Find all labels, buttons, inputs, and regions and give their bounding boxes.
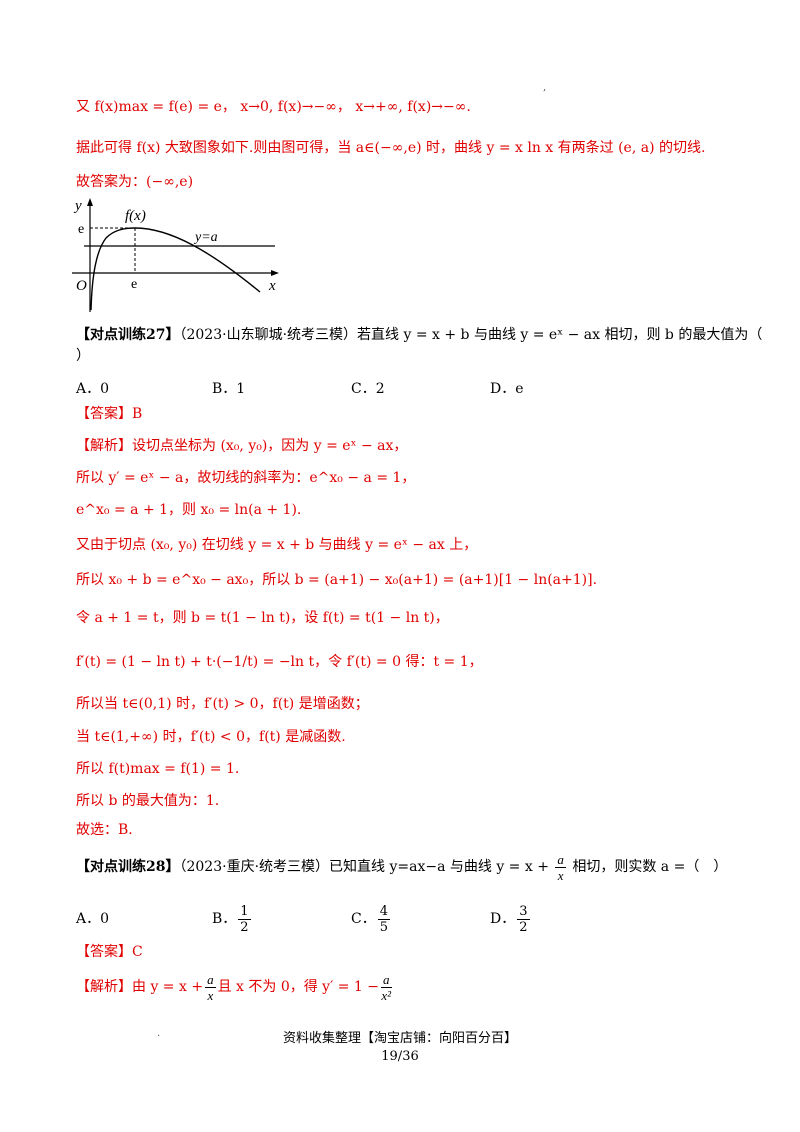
q27-step-4: 又由于切点 (x₀, y₀) 在切线 y = x + b 与曲线 y = eˣ … xyxy=(76,537,478,553)
q28-answer: 【答案】C xyxy=(76,944,143,960)
curve-label: f(x) xyxy=(125,208,146,224)
q28-tag: 【对点训练28】 xyxy=(76,859,180,875)
function-graph: y x O e e f(x) y=a xyxy=(72,198,279,312)
origin-label: O xyxy=(76,278,87,294)
q28-question-a: 已知直线 y=ax−a 与曲线 y = x + xyxy=(329,859,549,875)
x-axis-arrow xyxy=(271,270,279,276)
q27-step-8: 所以当 t∈(0,1) 时，f′(t) > 0，f(t) 是增函数； xyxy=(76,696,369,712)
f-curve xyxy=(90,227,261,311)
q27-step-1: 【解析】设切点坐标为 (x₀, y₀)，因为 y = eˣ − ax， xyxy=(76,438,408,454)
q27-step-2: 所以 y′ = eˣ − a，故切线的斜率为：e^x₀ − a = 1， xyxy=(76,470,416,486)
graph-conclusion-line: 据此可得 f(x) 大致图象如下.则由图可得，当 a∈(−∞,e) 时，曲线 y… xyxy=(76,140,706,156)
q28-option-b: B． 1 2 xyxy=(212,903,251,935)
q27-option-c: C．2 xyxy=(351,381,385,397)
q27-answer: 【答案】B xyxy=(76,406,143,422)
q27-step-12: 故选：B. xyxy=(76,822,133,838)
q27-stem: 【对点训练27】（2023·山东聊城·统考三模）若直线 y = x + b 与曲… xyxy=(76,325,762,345)
footer-dot-mark: . xyxy=(157,1028,161,1039)
max-value-line: 又 f(x)max = f(e) = e， x→0, f(x)→−∞， x→+∞… xyxy=(76,99,471,115)
q27-step-6: 令 a + 1 = t，则 b = t(1 − ln t)，设 f(t) = t… xyxy=(76,610,449,626)
e-y-label: e xyxy=(78,222,84,237)
corner-mark: , xyxy=(543,82,547,93)
q28-source: （2023·重庆·统考三模） xyxy=(179,859,330,875)
q27-step-5: 所以 x₀ + b = e^x₀ − ax₀，所以 b = (a+1) − x₀… xyxy=(76,572,598,588)
q28-option-a: A．0 xyxy=(76,911,110,927)
q27-option-d: D．e xyxy=(490,381,524,397)
footer-source: 资料收集整理【淘宝店铺：向阳百分百】 xyxy=(282,1031,517,1046)
answer-line: 故答案为：(−∞,e) xyxy=(76,174,194,190)
q27-stem-end: ） xyxy=(76,348,90,364)
q27-option-a: A．0 xyxy=(76,381,110,397)
q28-analysis: 【解析】由 y = x + a x 且 x 不为 0，得 y′ = 1 − a x² xyxy=(76,971,392,1003)
q27-step-9: 当 t∈(1,+∞) 时，f′(t) < 0，f(t) 是减函数. xyxy=(76,729,346,745)
q28-option-d: D． 3 2 xyxy=(490,903,530,935)
q27-source: （2023·山东聊城·统考三模） xyxy=(179,327,358,343)
q28-analysis-fraction-2: a x² xyxy=(381,971,392,1003)
q27-step-10: 所以 f(t)max = f(1) = 1. xyxy=(76,761,240,777)
q28-stem: 【对点训练28】（2023·重庆·统考三模）已知直线 y=ax−a 与曲线 y … xyxy=(76,850,727,884)
e-x-label: e xyxy=(131,277,137,292)
q27-step-7: f′(t) = (1 − ln t) + t·(−1/t) = −ln t，令 … xyxy=(76,654,483,670)
x-label: x xyxy=(268,278,276,294)
page-number: 19/36 xyxy=(381,1049,419,1064)
line-label: y=a xyxy=(193,230,218,245)
y-axis-arrow xyxy=(87,198,93,206)
q27-step-11: 所以 b 的最大值为：1. xyxy=(76,793,220,809)
q28-question-b: 相切，则实数 a =（ ） xyxy=(572,859,728,875)
q28-option-c: C． 4 5 xyxy=(351,903,390,935)
q27-step-3: e^x₀ = a + 1，则 x₀ = ln(a + 1). xyxy=(76,502,302,518)
q27-question: 若直线 y = x + b 与曲线 y = eˣ − ax 相切，则 b 的最大… xyxy=(357,327,763,343)
q27-option-b: B．1 xyxy=(212,381,246,397)
q27-tag: 【对点训练27】 xyxy=(76,327,180,343)
y-label: y xyxy=(73,198,82,214)
